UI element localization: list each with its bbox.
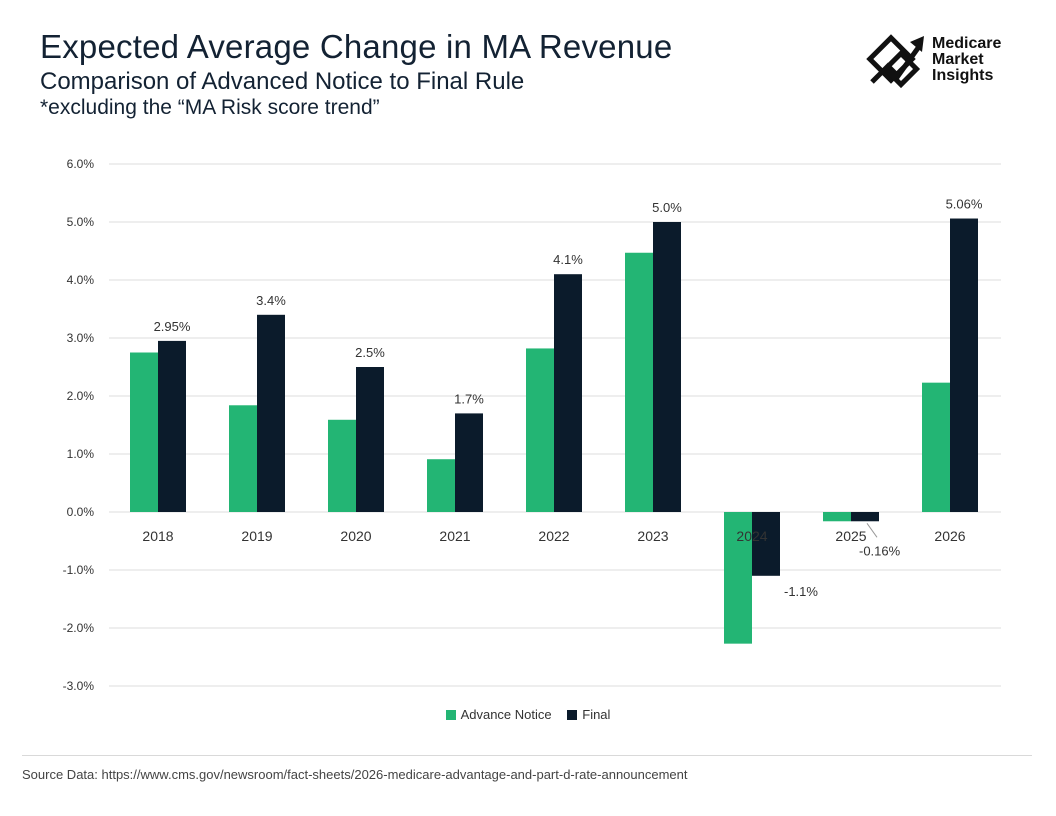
- y-tick-label: 2.0%: [67, 389, 95, 403]
- x-tick-label: 2019: [241, 528, 272, 544]
- data-label: 5.0%: [652, 200, 682, 215]
- data-label: 2.5%: [355, 345, 385, 360]
- x-tick-label: 2025: [835, 528, 866, 544]
- x-tick-label: 2023: [637, 528, 668, 544]
- bar-advance-notice: [229, 405, 257, 512]
- legend-swatch-final: [567, 709, 578, 720]
- y-tick-label: -2.0%: [63, 621, 95, 635]
- y-tick-label: 3.0%: [67, 331, 95, 345]
- legend-item-final: Final: [567, 707, 610, 722]
- bar-chart: 6.0% 5.0% 4.0% 3.0% 2.0% 1.0% 0.0% -1.0% -2.0% -3…: [63, 157, 1001, 693]
- bar-final: [356, 367, 384, 512]
- x-tick-label: 2018: [142, 528, 173, 544]
- y-tick-label: 1.0%: [67, 447, 95, 461]
- data-label: 4.1%: [553, 252, 583, 267]
- bar-advance-notice: [526, 348, 554, 512]
- bar-advance-notice: [427, 459, 455, 512]
- bar-final: [257, 314, 285, 512]
- y-tick-label: 6.0%: [67, 157, 95, 171]
- x-tick-label: 2026: [934, 528, 965, 544]
- bar-advance-notice: [328, 419, 356, 512]
- legend-swatch-advance: [445, 709, 456, 720]
- logo-line: Market: [932, 51, 984, 68]
- bar-final: [851, 512, 879, 522]
- logo: Medicare Market Insights: [866, 30, 1026, 94]
- bar-final: [554, 274, 582, 512]
- y-tick-label: 0.0%: [67, 505, 95, 519]
- data-label: 5.06%: [946, 197, 983, 212]
- chart-title: Expected Average Change in MA Revenue: [40, 28, 673, 65]
- y-tick-label: 4.0%: [67, 273, 95, 287]
- data-label: 1.7%: [454, 391, 484, 406]
- legend-item-advance-notice: Advance Notice: [445, 707, 552, 722]
- data-label: 2.95%: [154, 319, 191, 334]
- bar-advance-notice: [823, 512, 851, 522]
- data-label: -0.16%: [859, 543, 901, 558]
- data-label: 3.4%: [256, 293, 286, 308]
- chart-subtitle: Comparison of Advanced Notice to Final R…: [40, 68, 525, 95]
- y-tick-label: -1.0%: [63, 563, 95, 577]
- y-tick-label: 5.0%: [67, 215, 95, 229]
- bar-final: [455, 413, 483, 512]
- bar-advance-notice: [724, 512, 752, 644]
- source-note: Source Data: https://www.cms.gov/newsroo…: [22, 767, 688, 782]
- logo-text: Medicare Market Insights: [932, 36, 1001, 84]
- logo-line: Insights: [932, 67, 994, 84]
- bar-final: [752, 512, 780, 576]
- chart-legend: Advance Notice Final: [0, 707, 1056, 723]
- bar-final: [158, 340, 186, 512]
- logo-line: Medicare: [932, 35, 1002, 52]
- legend-label: Final: [582, 707, 611, 722]
- bar-final: [950, 218, 978, 512]
- bar-advance-notice: [922, 382, 950, 512]
- bar-advance-notice: [625, 252, 653, 513]
- x-tick-label: 2020: [340, 528, 371, 544]
- chart-arrow-logo-icon: [866, 34, 924, 89]
- x-tick-label: 2021: [439, 528, 470, 544]
- bar-advance-notice: [130, 352, 158, 512]
- chart-note: *excluding the “MA Risk score trend”: [40, 96, 380, 119]
- bar-final: [653, 222, 681, 512]
- x-tick-label: 2022: [538, 528, 569, 544]
- data-label: -1.1%: [784, 584, 818, 599]
- data-label-leader: [866, 522, 878, 538]
- legend-label: Advance Notice: [460, 707, 552, 722]
- x-tick-label: 2024: [736, 528, 767, 544]
- footer-divider: [22, 755, 1032, 756]
- y-tick-label: -3.0%: [63, 679, 95, 693]
